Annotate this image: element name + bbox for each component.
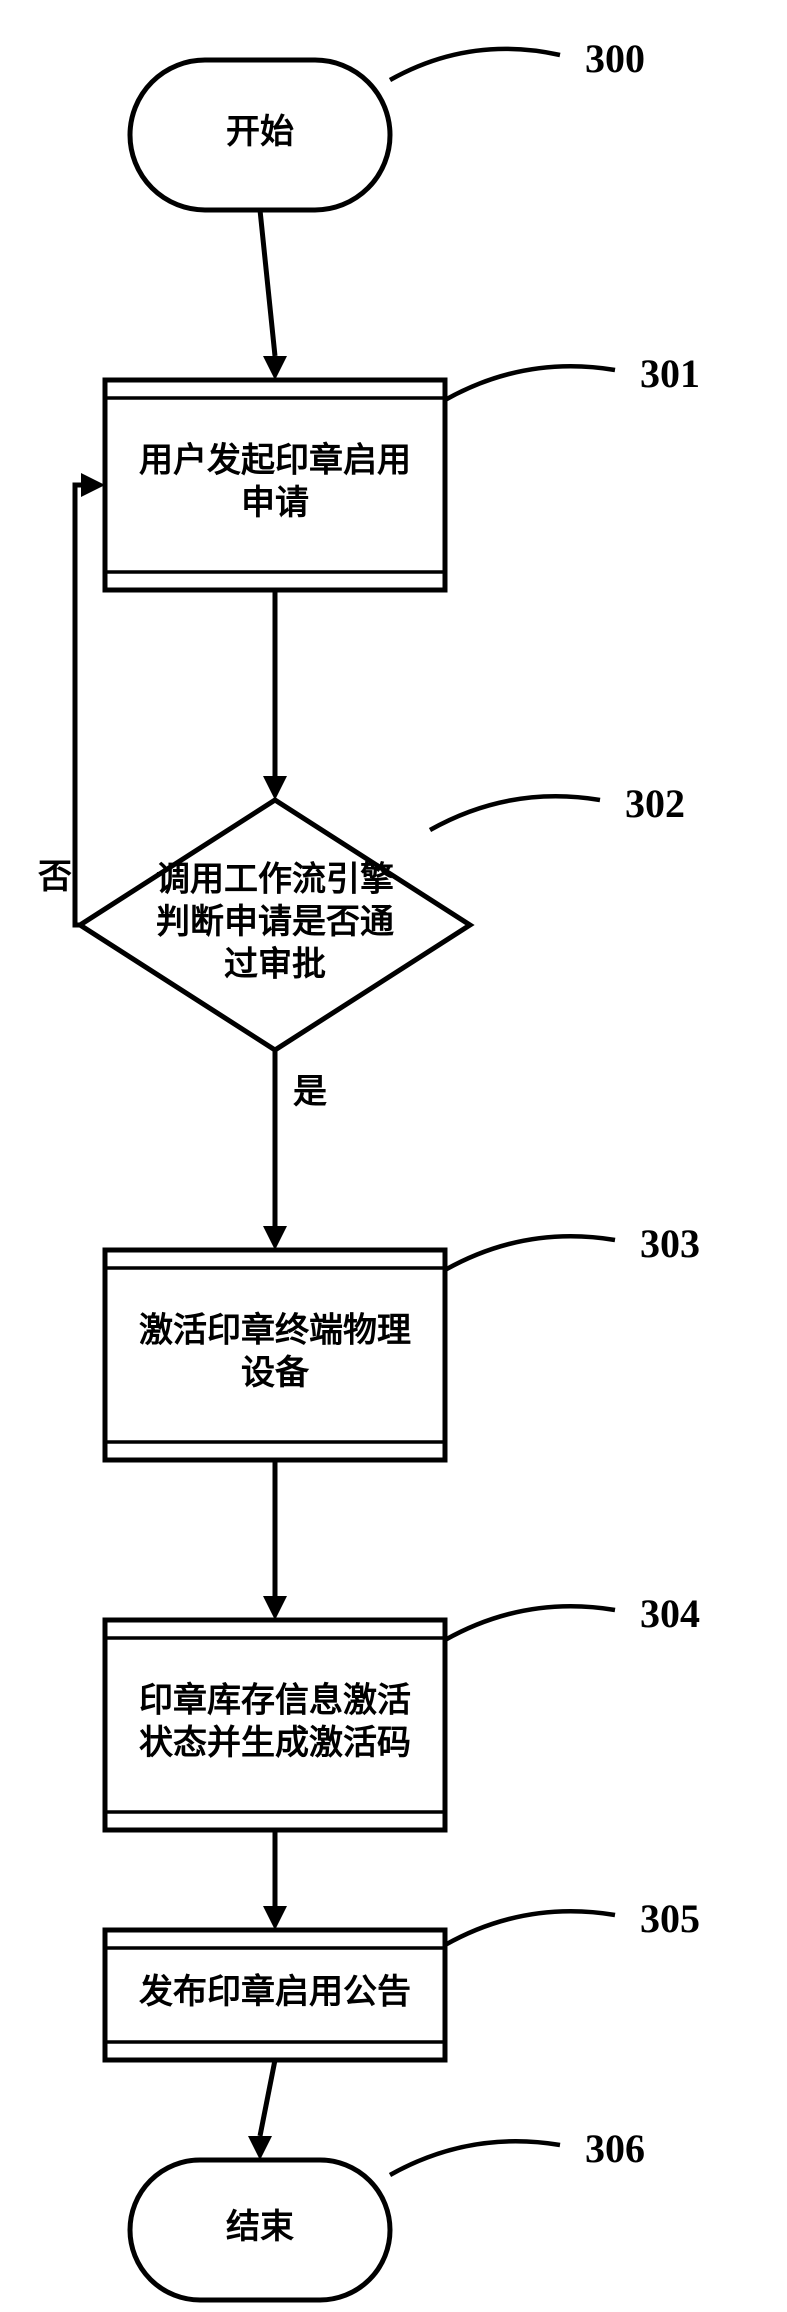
node-label: 判断申请是否通 — [156, 903, 394, 941]
callout-number: 306 — [585, 2126, 645, 2171]
callout-number: 303 — [640, 1221, 700, 1266]
edge-label: 否 — [38, 859, 72, 896]
node-label: 状态并生成激活码 — [139, 1724, 411, 1762]
node-label: 用户发起印章启用 — [139, 441, 411, 480]
node-label: 结束 — [226, 2208, 294, 2246]
callout-number: 300 — [585, 36, 645, 81]
node-label: 设备 — [241, 1354, 310, 1392]
node-label: 激活印章终端物理 — [139, 1311, 411, 1350]
edge-label: 是 — [293, 1074, 327, 1111]
callout-number: 302 — [625, 781, 685, 826]
node-label: 发布印章启用公告 — [139, 1972, 411, 2011]
callout-number: 304 — [640, 1591, 700, 1636]
callout-number: 305 — [640, 1896, 700, 1941]
callout-number: 301 — [640, 351, 700, 396]
node-label: 印章库存信息激活 — [139, 1681, 411, 1720]
node-label: 开始 — [226, 113, 294, 151]
node-label: 申请 — [241, 484, 309, 522]
node-label: 过审批 — [224, 945, 326, 983]
node-label: 调用工作流引擎 — [156, 860, 394, 898]
